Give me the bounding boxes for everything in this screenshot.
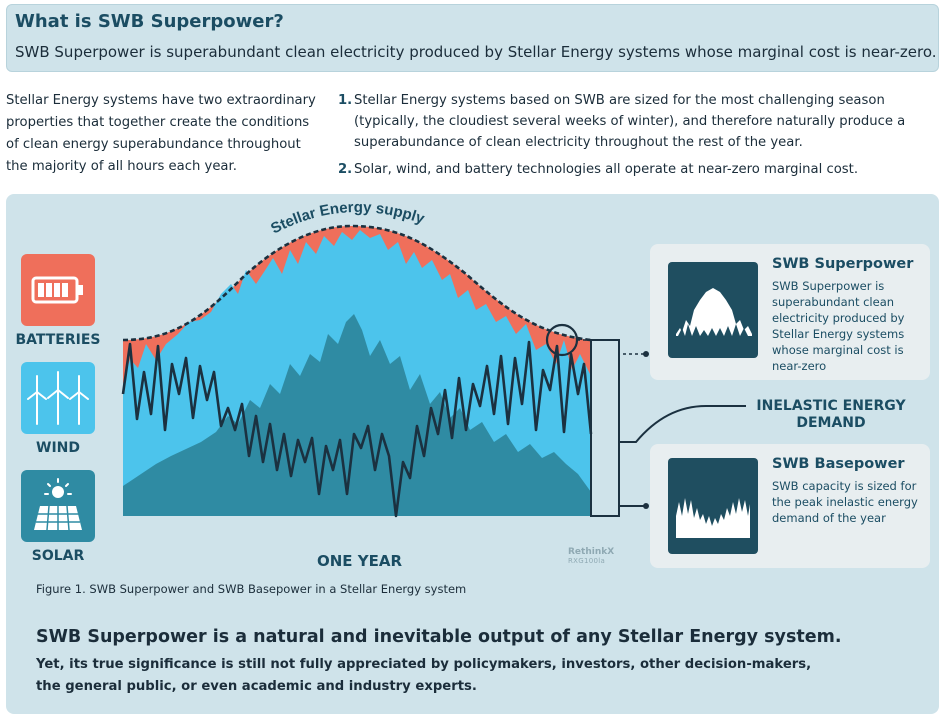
wind-turbine-icon (21, 362, 95, 434)
source-solar: SOLAR (14, 470, 102, 564)
inelastic-connector (619, 405, 746, 443)
basepower-body: SWB capacity is sized for the peak inela… (772, 479, 918, 525)
inelastic-label-line1: INELASTIC ENERGY (756, 398, 906, 414)
basepower-icon (668, 458, 758, 554)
property-number: 1. (338, 93, 353, 108)
watermark-brand: RethinkX (568, 547, 615, 557)
superpower-icon (668, 262, 758, 358)
solar-panel-icon (21, 470, 95, 542)
rethinkx-watermark: RethinkX RXG100la (568, 547, 614, 565)
property-text: Solar, wind, and battery technologies al… (354, 162, 859, 177)
source-label: WIND (36, 440, 80, 456)
demand-line (121, 340, 593, 518)
property-number: 2. (338, 162, 353, 177)
source-batteries: BATTERIES (14, 254, 102, 348)
basepower-card: SWB Basepower SWB capacity is sized for … (650, 444, 930, 568)
conclusion-text: Yet, its true significance is still not … (36, 657, 812, 694)
source-label: BATTERIES (15, 332, 101, 348)
solar-area (123, 314, 591, 516)
intro-text: Stellar Energy systems have two extraord… (6, 93, 316, 174)
property-item: 2. Solar, wind, and battery technologies… (338, 159, 938, 180)
basepower-bracket (590, 339, 620, 517)
property-text: Stellar Energy systems based on SWB are … (354, 93, 906, 150)
supply-curve (122, 224, 592, 342)
page-subtitle: SWB Superpower is superabundant clean el… (15, 43, 937, 61)
header-banner: What is SWB Superpower? SWB Superpower i… (6, 4, 939, 72)
battery-icon (21, 254, 95, 326)
superpower-card: SWB Superpower SWB Superpower is superab… (650, 244, 930, 380)
page-title: What is SWB Superpower? (15, 11, 284, 32)
inelastic-demand-label: INELASTIC ENERGY DEMAND (746, 398, 916, 432)
superpower-connector (577, 339, 646, 355)
properties-list: 1. Stellar Energy systems based on SWB a… (338, 90, 938, 186)
superpower-body: SWB Superpower is superabundant clean el… (772, 279, 905, 373)
source-label: SOLAR (31, 548, 85, 564)
x-axis-label: ONE YEAR (317, 552, 403, 570)
superpower-title: SWB Superpower (772, 256, 914, 272)
conclusion-heading: SWB Superpower is a natural and inevitab… (36, 627, 842, 647)
inelastic-label-line2: DEMAND (796, 415, 866, 431)
figure-caption: Figure 1. SWB Superpower and SWB Basepow… (36, 582, 467, 596)
property-item: 1. Stellar Energy systems based on SWB a… (338, 90, 938, 153)
energy-supply-chart: Stellar Energy supply (121, 199, 746, 518)
watermark-code: RXG100la (568, 557, 606, 565)
source-wind: WIND (14, 362, 102, 456)
basepower-title: SWB Basepower (772, 456, 905, 472)
diagram-panel: BATTERIES WIND (6, 194, 939, 714)
